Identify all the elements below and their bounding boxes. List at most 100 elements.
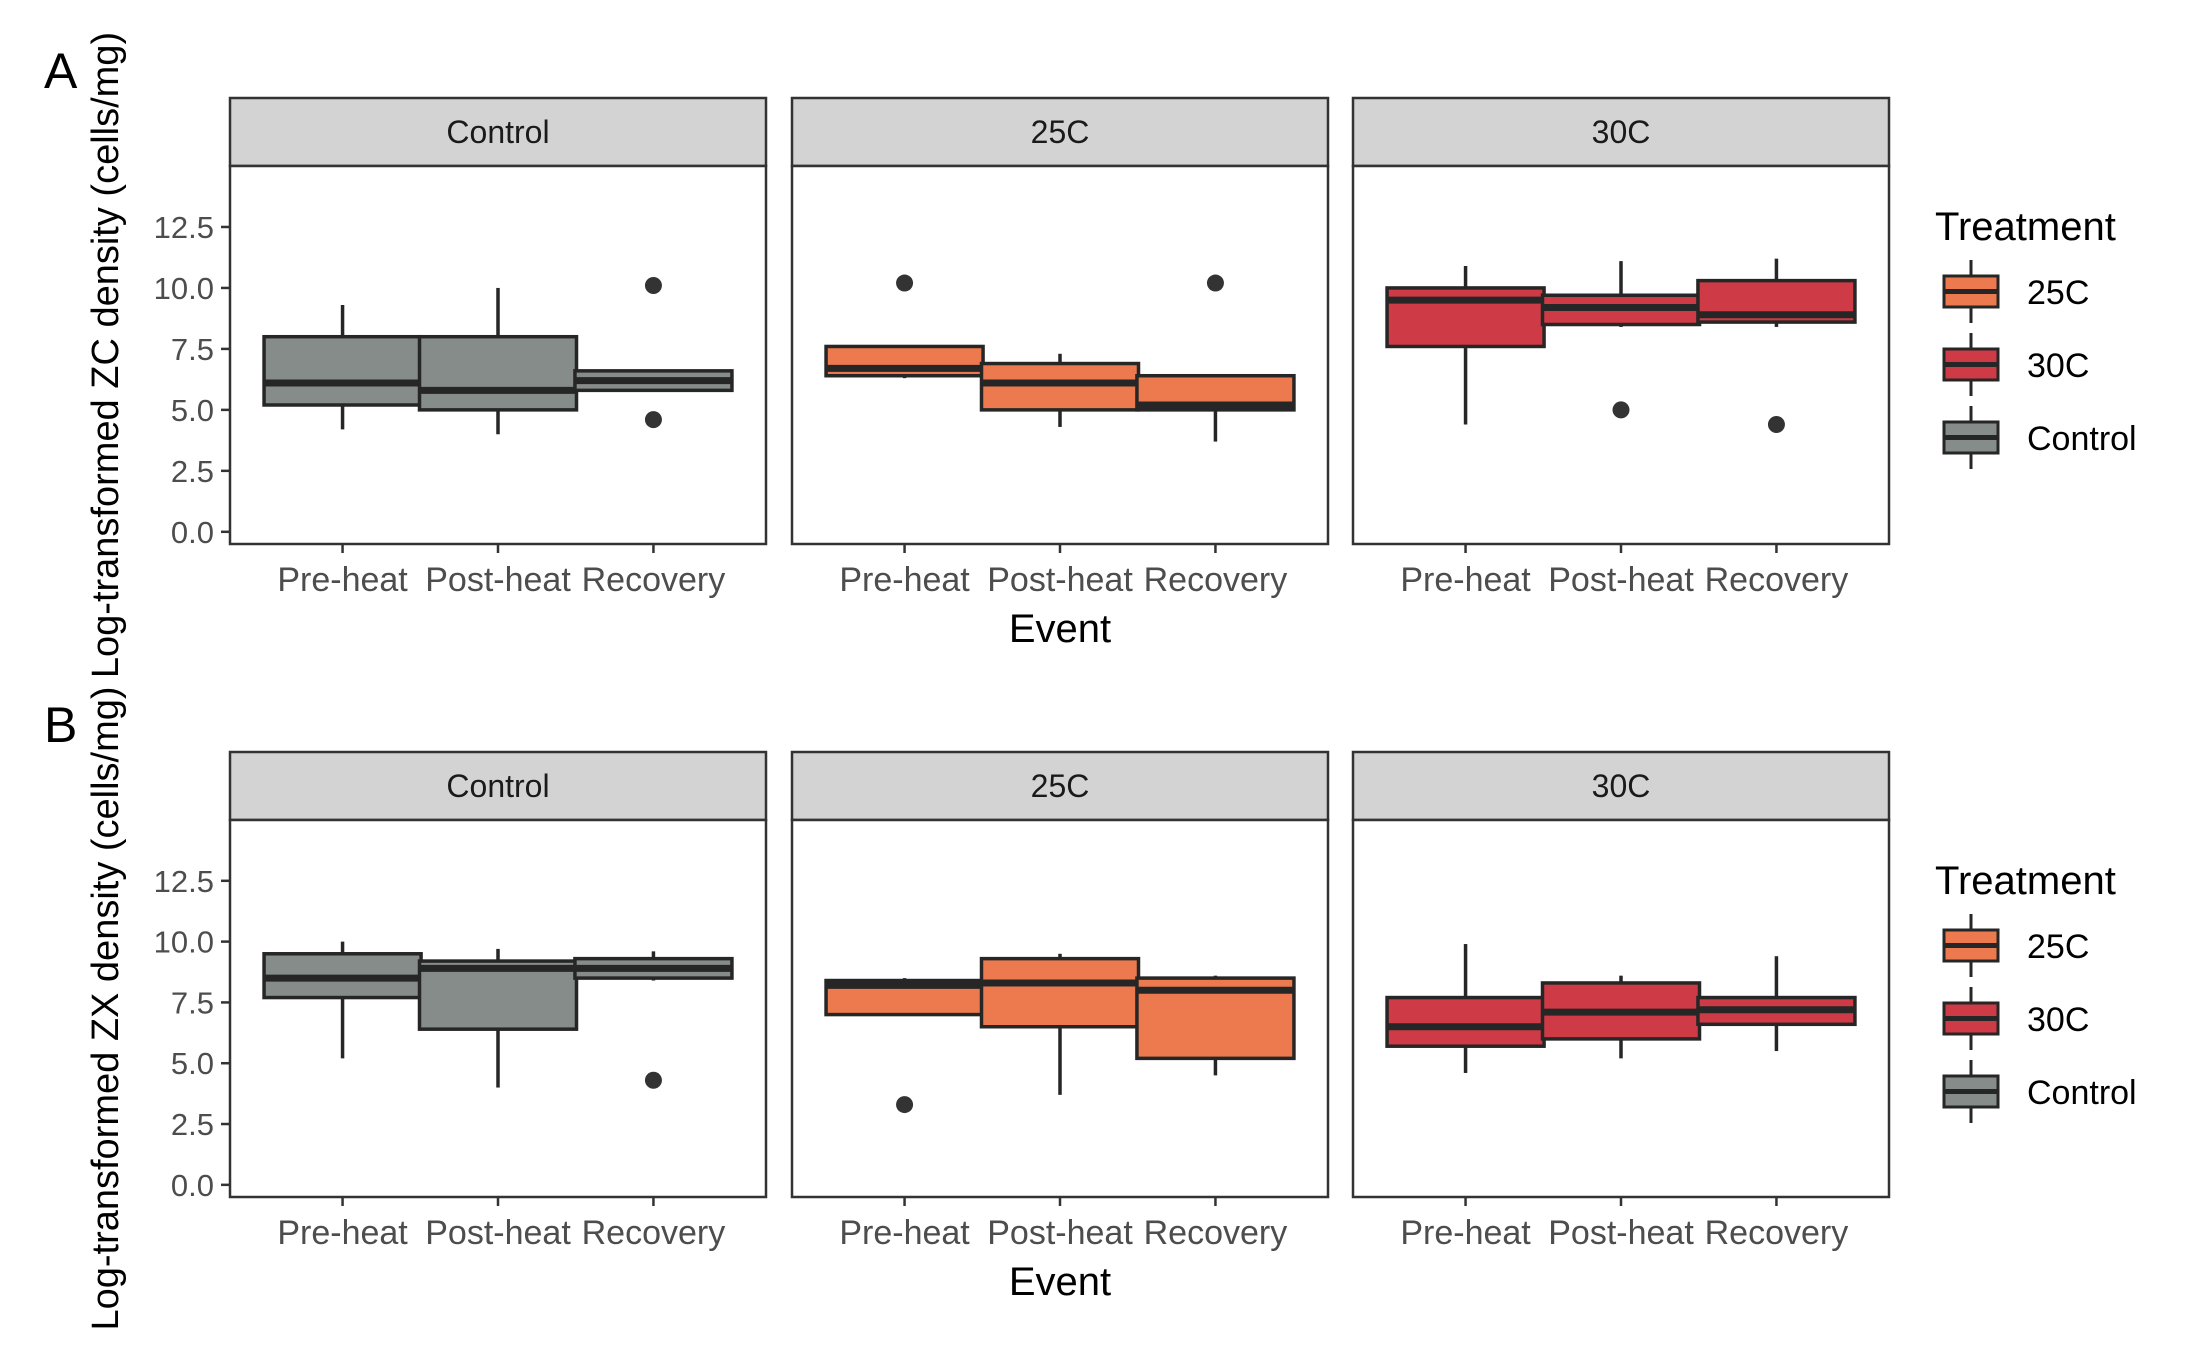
legend: Treatment 25C 30C Control bbox=[1935, 205, 2137, 469]
facet-panel-25c: 25C Pre-heat Post-heat Recovery bbox=[790, 750, 1330, 1252]
box-recovery bbox=[573, 951, 734, 1089]
y-tick-label: 5.0 bbox=[171, 1046, 214, 1081]
facet-panel-control: Control Pre-heat Post-heat Recovery bbox=[228, 750, 768, 1252]
facet-strip bbox=[228, 96, 768, 168]
y-tick-label: 12.5 bbox=[154, 864, 214, 899]
x-tick-label: Pre-heat bbox=[1400, 1214, 1531, 1252]
legend-title: Treatment bbox=[1935, 205, 2116, 249]
outlier-point bbox=[644, 1071, 662, 1089]
x-tick-label: Pre-heat bbox=[277, 1214, 408, 1252]
facet-strip-label: Control bbox=[446, 114, 549, 150]
chart-row-a: A Log-transformed ZC density (cells/mg) 0.… bbox=[44, 32, 2137, 678]
box-recovery bbox=[573, 276, 734, 429]
box-iqr bbox=[979, 361, 1141, 412]
legend-label-30c: 30C bbox=[2027, 347, 2089, 385]
box-pre-heat bbox=[1385, 944, 1546, 1073]
legend-key-30c bbox=[1942, 333, 2000, 396]
legend-label-30c: 30C bbox=[2027, 1001, 2089, 1039]
box-post-heat bbox=[979, 353, 1141, 427]
legend-key-25c bbox=[1942, 914, 2000, 977]
box-iqr bbox=[417, 334, 579, 412]
y-tick-label: 12.5 bbox=[154, 210, 214, 245]
box-post-heat bbox=[417, 948, 579, 1088]
x-tick-label: Recovery bbox=[1705, 1214, 1849, 1252]
outlier-point bbox=[1206, 274, 1224, 292]
box-post-heat bbox=[1540, 261, 1702, 419]
facet-plot-area bbox=[1351, 164, 1891, 546]
outlier-point bbox=[896, 274, 914, 292]
box-pre-heat bbox=[824, 274, 985, 379]
y-tick-label: 2.5 bbox=[171, 454, 214, 489]
x-tick-label: Post-heat bbox=[425, 561, 571, 599]
y-tick-label: 5.0 bbox=[171, 393, 214, 428]
facet-strip-label: 25C bbox=[1031, 114, 1090, 150]
outlier-point bbox=[644, 411, 662, 429]
legend-key-25c bbox=[1942, 260, 2000, 323]
panel-tag-b: B bbox=[44, 697, 77, 753]
x-tick-label: Pre-heat bbox=[277, 561, 408, 599]
box-pre-heat bbox=[824, 978, 985, 1114]
box-iqr bbox=[979, 956, 1141, 1029]
facet-panel-25c: 25C Pre-heat Post-heat Recovery bbox=[790, 96, 1330, 599]
box-iqr bbox=[417, 959, 579, 1031]
x-tick-label: Recovery bbox=[582, 1214, 726, 1252]
x-tick-label: Recovery bbox=[1705, 561, 1849, 599]
x-tick-label: Post-heat bbox=[425, 1214, 571, 1252]
y-tick-label: 0.0 bbox=[171, 515, 214, 550]
box-recovery bbox=[1135, 274, 1296, 442]
x-tick-label: Recovery bbox=[1144, 561, 1288, 599]
x-tick-label: Pre-heat bbox=[839, 1214, 970, 1252]
y-tick-label: 10.0 bbox=[154, 271, 214, 306]
legend-label-control: Control bbox=[2027, 1074, 2137, 1112]
outlier-point bbox=[1612, 401, 1630, 419]
facet-strip-label: 30C bbox=[1592, 114, 1651, 150]
box-iqr bbox=[262, 334, 423, 407]
legend: Treatment 25C 30C Control bbox=[1935, 859, 2137, 1123]
y-axis-title: Log-transformed ZC density (cells/mg) bbox=[85, 32, 127, 678]
legend-key-control bbox=[1942, 1060, 2000, 1123]
box-post-heat bbox=[417, 287, 579, 435]
facet-strip bbox=[1351, 750, 1891, 822]
y-tick-label: 7.5 bbox=[171, 332, 214, 367]
box-pre-heat bbox=[262, 305, 423, 430]
x-axis-title: Event bbox=[1009, 607, 1111, 651]
y-tick-label: 0.0 bbox=[171, 1168, 214, 1203]
x-tick-label: Pre-heat bbox=[1400, 561, 1531, 599]
x-tick-label: Post-heat bbox=[987, 561, 1133, 599]
facet-strip-label: 30C bbox=[1592, 768, 1651, 804]
x-tick-label: Recovery bbox=[582, 561, 726, 599]
x-tick-label: Pre-heat bbox=[839, 561, 970, 599]
box-iqr bbox=[1385, 995, 1546, 1048]
outlier-point bbox=[644, 276, 662, 294]
x-tick-label: Post-heat bbox=[1548, 561, 1694, 599]
facet-strip bbox=[1351, 96, 1891, 168]
box-recovery bbox=[1135, 975, 1296, 1076]
y-axis-title: Log-transformed ZX density (cells/mg) bbox=[85, 686, 127, 1330]
x-tick-label: Recovery bbox=[1144, 1214, 1288, 1252]
box-recovery bbox=[1696, 956, 1857, 1052]
legend-label-25c: 25C bbox=[2027, 928, 2089, 966]
facet-panel-30c: 30C Pre-heat Post-heat Recovery bbox=[1351, 96, 1891, 599]
outlier-point bbox=[1767, 416, 1785, 434]
facet-panel-30c: 30C Pre-heat Post-heat Recovery bbox=[1351, 750, 1891, 1252]
box-post-heat bbox=[1540, 975, 1702, 1059]
y-tick-label: 7.5 bbox=[171, 985, 214, 1020]
facet-panel-control: Control Pre-heat Post-heat Recovery bbox=[228, 96, 768, 599]
panel-tag-a: A bbox=[44, 43, 78, 99]
y-tick-label: 10.0 bbox=[154, 925, 214, 960]
x-tick-label: Post-heat bbox=[987, 1214, 1133, 1252]
legend-label-25c: 25C bbox=[2027, 274, 2089, 312]
chart-row-b: B Log-transformed ZX density (cells/mg) 0.… bbox=[44, 686, 2137, 1330]
x-tick-label: Post-heat bbox=[1548, 1214, 1694, 1252]
x-axis-title: Event bbox=[1009, 1260, 1111, 1304]
legend-label-control: Control bbox=[2027, 420, 2137, 458]
outlier-point bbox=[896, 1096, 914, 1114]
legend-title: Treatment bbox=[1935, 859, 2116, 903]
box-recovery bbox=[1696, 258, 1857, 434]
facet-strip-label: Control bbox=[446, 768, 549, 804]
y-tick-label: 2.5 bbox=[171, 1107, 214, 1142]
legend-key-30c bbox=[1942, 987, 2000, 1050]
facet-strip-label: 25C bbox=[1031, 768, 1090, 804]
legend-key-control bbox=[1942, 406, 2000, 469]
